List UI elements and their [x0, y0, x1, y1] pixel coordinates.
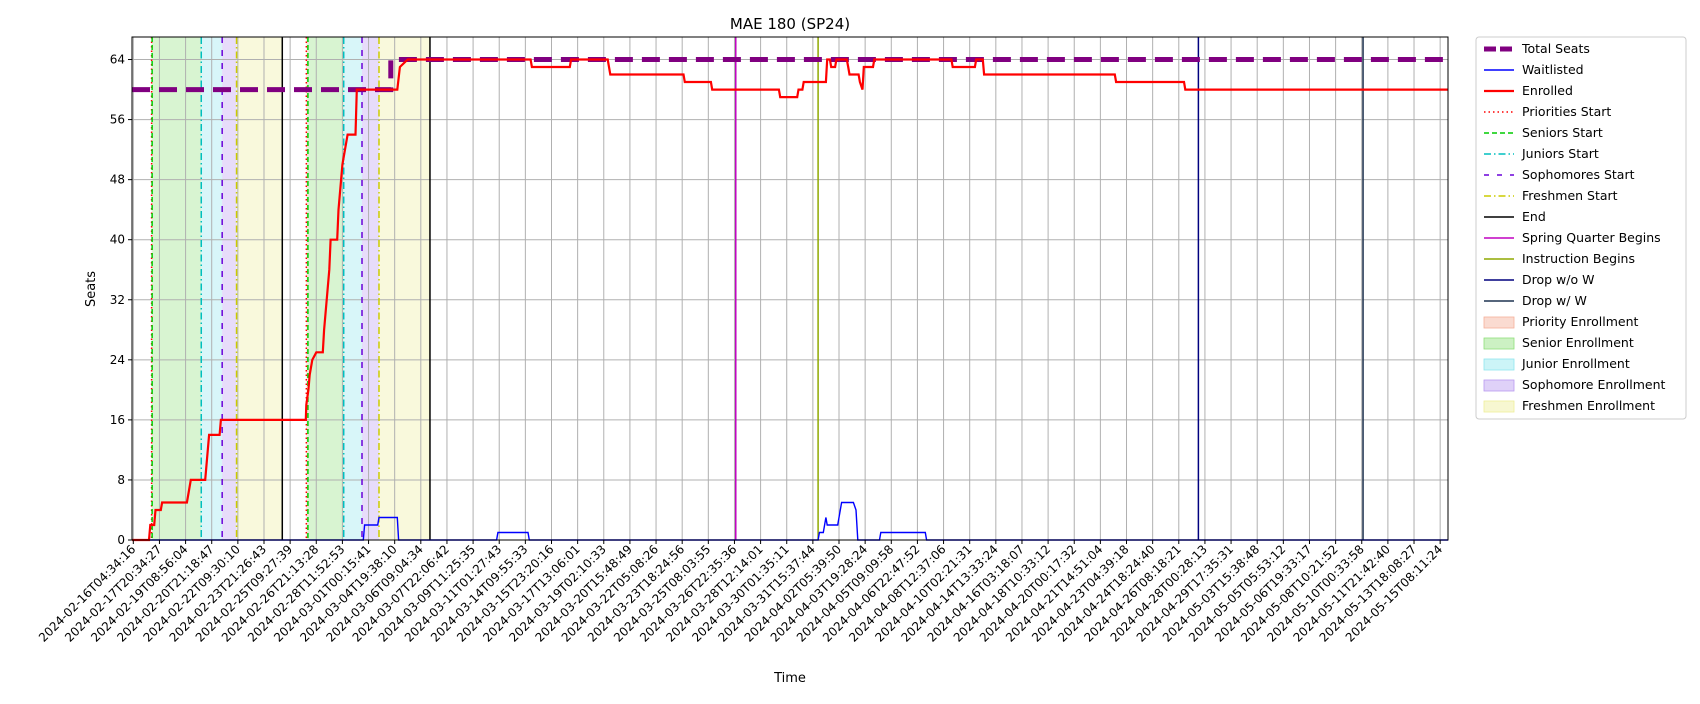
legend-label-sophomores-start: Sophomores Start	[1522, 167, 1635, 182]
y-tick-label-0: 0	[117, 533, 125, 547]
legend-label-sophomore-enrollment: Sophomore Enrollment	[1522, 377, 1666, 392]
legend-label-instruction-begins: Instruction Begins	[1522, 251, 1635, 266]
shade-sophomore-enrollment-0	[222, 37, 237, 540]
legend-label-seniors-start: Seniors Start	[1522, 125, 1603, 140]
legend-swatch-sophomore-enrollment	[1483, 379, 1515, 392]
shade-priority-enrollment-1	[306, 37, 308, 540]
shade-freshmen-enrollment-0	[236, 37, 283, 540]
legend-swatch-priority-enrollment	[1483, 316, 1515, 329]
series-enrolled	[132, 58, 1448, 542]
y-tick-label-7: 56	[110, 113, 125, 127]
chart-title: MAE 180 (SP24)	[730, 15, 850, 33]
legend-label-end: End	[1522, 209, 1546, 224]
event-lines	[150, 37, 1364, 540]
y-tick-label-3: 24	[110, 353, 125, 367]
legend-label-drop-w-o-w: Drop w/o W	[1522, 272, 1594, 287]
shade-senior-enrollment-0	[152, 37, 202, 540]
shade-senior-enrollment-1	[307, 37, 344, 540]
y-tick-label-6: 48	[110, 173, 125, 187]
shade-sophomore-enrollment-1	[362, 37, 379, 540]
plot-frame	[131, 36, 1449, 541]
shaded-regions	[151, 37, 430, 540]
legend-label-total-seats: Total Seats	[1521, 41, 1590, 56]
y-tick-label-5: 40	[110, 233, 125, 247]
y-axis-label: Seats	[84, 271, 99, 307]
legend-label-juniors-start: Juniors Start	[1521, 146, 1599, 161]
y-tick-label-4: 32	[110, 293, 125, 307]
legend-label-enrolled: Enrolled	[1522, 83, 1573, 98]
legend-label-waitlisted: Waitlisted	[1522, 62, 1584, 77]
legend-label-drop-w-w: Drop w/ W	[1522, 293, 1587, 308]
shade-junior-enrollment-1	[343, 37, 363, 540]
y-tick-label-8: 64	[110, 53, 125, 67]
legend-label-priority-enrollment: Priority Enrollment	[1522, 314, 1639, 329]
x-axis: 2024-02-16T04:34:162024-02-17T20:34:2720…	[36, 540, 1445, 645]
legend: Total Seats Waitlisted Enrolled Priorities …	[1475, 36, 1687, 420]
y-axis: 0 8 16 24 32 40 48 56 64	[110, 53, 132, 547]
legend-label-junior-enrollment: Junior Enrollment	[1521, 356, 1630, 371]
legend-label-freshmen-start: Freshmen Start	[1522, 188, 1618, 203]
y-tick-label-1: 8	[117, 473, 125, 487]
legend-label-senior-enrollment: Senior Enrollment	[1522, 335, 1634, 350]
legend-frame	[1475, 36, 1687, 420]
legend-swatch-senior-enrollment	[1483, 337, 1515, 350]
legend-swatch-junior-enrollment	[1483, 358, 1515, 371]
x-axis-label: Time	[773, 671, 806, 686]
legend-label-freshmen-enrollment: Freshmen Enrollment	[1522, 398, 1655, 413]
series-total-seats	[132, 57, 1448, 93]
shade-freshmen-enrollment-1	[378, 37, 430, 540]
legend-label-priorities-start: Priorities Start	[1522, 104, 1611, 119]
legend-swatch-freshmen-enrollment	[1483, 400, 1515, 413]
y-tick-label-2: 16	[110, 413, 125, 427]
legend-label-spring-quarter-begins: Spring Quarter Begins	[1522, 230, 1661, 245]
